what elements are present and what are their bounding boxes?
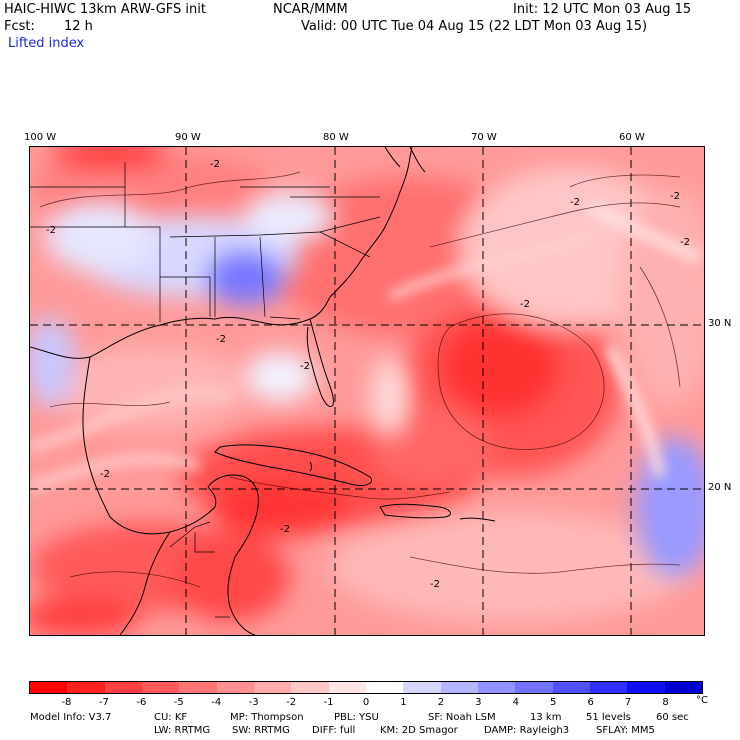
colorbar-tick-label: -5 — [173, 697, 184, 708]
contour-label: -2 — [46, 225, 56, 236]
model-info-levels: 51 levels — [586, 712, 631, 723]
model-info-sflay: SFLAY: MM5 — [596, 725, 655, 736]
colorbar-tick-label: 6 — [587, 697, 594, 708]
model-info-diff: DIFF: full — [312, 725, 356, 736]
contour-label: -2 — [280, 524, 290, 535]
lon-label-100w: 100 W — [24, 132, 57, 143]
colorbar-swatch — [403, 682, 441, 693]
colorbar-tick-label: 5 — [550, 697, 557, 708]
coastlines — [30, 147, 496, 635]
colorbar-swatch — [216, 682, 254, 693]
lon-label-80w: 80 W — [323, 132, 349, 143]
model-info-sf: SF: Noah LSM — [428, 712, 496, 723]
contour-label: -2 — [570, 197, 580, 208]
colorbar-tick-label: 4 — [512, 697, 519, 708]
lon-label-70w: 70 W — [471, 132, 497, 143]
colorbar-swatch — [589, 682, 628, 693]
colorbar-swatch — [627, 682, 665, 693]
field-name: Lifted index — [8, 36, 85, 51]
colorbar-tick-label: 8 — [662, 697, 669, 708]
colorbar-tick-label: 2 — [437, 697, 445, 708]
colorbar — [29, 681, 703, 694]
contour-label: -2 — [216, 334, 226, 345]
contour-label: -2 — [670, 191, 680, 202]
org-label: NCAR/MMM — [273, 2, 348, 17]
contour-label: -2 — [520, 299, 530, 310]
contour-lines — [39, 171, 681, 588]
lat-label-20n: 20 N — [708, 482, 732, 493]
init-time: Init: 12 UTC Mon 03 Aug 15 — [513, 2, 692, 17]
contour-label: -2 — [210, 159, 220, 170]
streak-field — [30, 202, 702, 491]
lifted-index-map: -2 -2 -2 -2 -2 -2 -2 -2 -2 -2 -2 — [29, 146, 705, 636]
colorbar-tick-label: -2 — [286, 697, 297, 708]
colorbar-tick-label: -4 — [211, 697, 222, 708]
contour-label: -2 — [100, 469, 110, 480]
model-info-grid: 13 km — [530, 712, 562, 723]
forecast-label: Fcst: — [4, 19, 35, 34]
model-title: HAIC-HIWC 13km ARW-GFS init — [4, 2, 206, 17]
contour-label: -2 — [300, 361, 310, 372]
colorbar-tick-label: 0 — [362, 697, 370, 708]
colorbar-swatch — [104, 682, 142, 693]
state-boundaries — [30, 162, 381, 618]
lon-label-90w: 90 W — [175, 132, 201, 143]
colorbar-swatch — [67, 682, 105, 693]
colorbar-tick-label: -3 — [248, 697, 259, 708]
model-info-pbl: PBL: YSU — [334, 712, 379, 723]
colorbar-swatch — [141, 682, 180, 693]
colorbar-swatch — [477, 682, 516, 693]
colorbar-unit: °C — [696, 695, 708, 706]
model-info-sw: SW: RRTMG — [232, 725, 290, 736]
forecast-hour: 12 h — [64, 19, 93, 34]
contour-label-group: -2 -2 -2 -2 -2 -2 -2 -2 -2 -2 -2 — [46, 159, 690, 590]
colorbar-tick-label: -7 — [98, 697, 109, 708]
colorbar-swatch — [440, 682, 478, 693]
lon-label-60w: 60 W — [619, 132, 645, 143]
colorbar-swatch — [179, 682, 217, 693]
model-info-cu: CU: KF — [154, 712, 188, 723]
contour-label: -2 — [430, 579, 440, 590]
contour-label: -2 — [680, 237, 690, 248]
model-info-version: Model Info: V3.7 — [30, 712, 112, 723]
model-info-damp: DAMP: Rayleigh3 — [484, 725, 570, 736]
lat-label-30n: 30 N — [708, 318, 732, 329]
colorbar-tick-label: 3 — [475, 697, 482, 708]
colorbar-tick-label: 7 — [624, 697, 632, 708]
colorbar-swatch — [552, 682, 590, 693]
model-info-mp: MP: Thompson — [230, 712, 304, 723]
model-info-lw: LW: RRTMG — [154, 725, 211, 736]
colorbar-swatch — [365, 682, 404, 693]
model-info-km: KM: 2D Smagor — [380, 725, 458, 736]
colorbar-tick-label: -8 — [61, 697, 72, 708]
stable-field — [30, 192, 704, 577]
colorbar-swatch — [328, 682, 366, 693]
colorbar-swatch — [664, 682, 702, 693]
colorbar-tick-label: 1 — [400, 697, 407, 708]
model-info-timestep: 60 sec — [656, 712, 689, 723]
colorbar-swatch — [30, 682, 68, 693]
colorbar-tick-label: -6 — [136, 697, 147, 708]
graticule — [30, 147, 704, 635]
valid-time: Valid: 00 UTC Tue 04 Aug 15 (22 LDT Mon … — [301, 19, 648, 34]
colorbar-tick-label: -1 — [323, 697, 334, 708]
instability-field — [30, 147, 704, 635]
colorbar-swatch — [253, 682, 292, 693]
colorbar-swatch — [291, 682, 329, 693]
colorbar-swatch — [515, 682, 553, 693]
map-canvas: -2 -2 -2 -2 -2 -2 -2 -2 -2 -2 -2 — [30, 147, 704, 635]
